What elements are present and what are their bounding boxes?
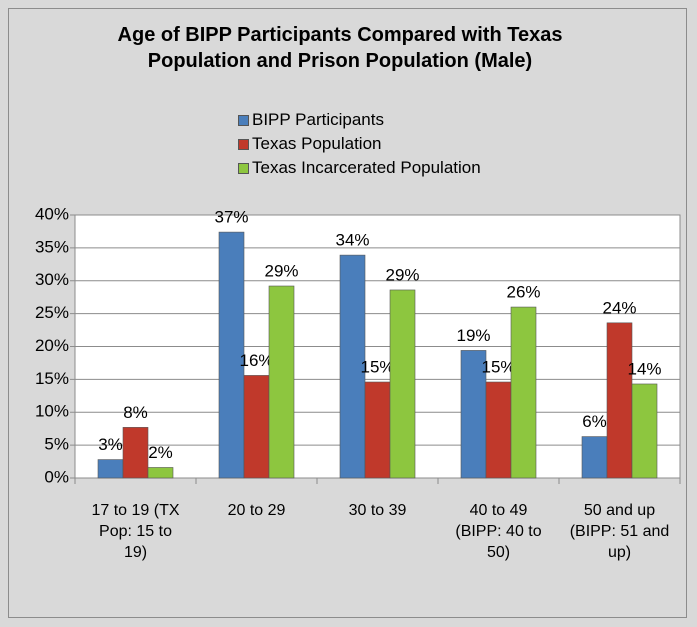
bar (606, 322, 633, 479)
chart-frame (8, 8, 687, 618)
x-tick-label: 20 to 29 (227, 502, 286, 519)
legend-item: BIPP Participants (238, 108, 481, 132)
bar (147, 467, 174, 479)
bar (218, 231, 245, 479)
bar (581, 436, 608, 479)
legend-label: Texas Population (252, 134, 382, 153)
legend: BIPP Participants Texas Population Texas I… (238, 108, 481, 180)
x-tick-label: 17 to 19 (TX Pop: 15 to 19) (91, 502, 180, 561)
bar (268, 285, 295, 479)
data-label: 29% (385, 265, 419, 284)
bar (97, 459, 124, 479)
legend-item: Texas Incarcerated Population (238, 156, 481, 180)
data-label: 2% (148, 443, 173, 462)
data-label: 8% (123, 403, 148, 422)
data-label: 6% (582, 412, 607, 431)
bar (631, 383, 658, 479)
y-tick-label: 30% (35, 270, 69, 289)
data-label: 3% (98, 435, 123, 454)
chart-title: Age of BIPP Participants Compared with T… (117, 24, 563, 72)
y-tick-label: 35% (35, 237, 69, 256)
data-label: 15% (481, 357, 515, 376)
legend-label: Texas Incarcerated Population (252, 158, 481, 177)
bar (460, 350, 487, 479)
data-label: 26% (506, 283, 540, 302)
data-label: 16% (239, 351, 273, 370)
bar (389, 289, 416, 479)
bar (510, 306, 537, 479)
data-label: 37% (214, 208, 248, 227)
bar (243, 375, 270, 479)
x-tick-label: 30 to 39 (348, 502, 407, 519)
x-tick-label: 40 to 49 (BIPP: 40 to 50) (455, 502, 542, 561)
legend-swatch (238, 138, 249, 150)
data-label: 15% (360, 357, 394, 376)
x-tick-label: 50 and up (BIPP: 51 and up) (569, 502, 670, 561)
data-label: 24% (602, 298, 636, 317)
y-tick-label: 15% (35, 369, 69, 388)
y-tick-label: 25% (35, 303, 69, 322)
y-tick-label: 5% (44, 435, 69, 454)
legend-label: BIPP Participants (252, 110, 384, 129)
data-label: 34% (335, 231, 369, 250)
data-label: 14% (627, 359, 661, 378)
bar (339, 254, 366, 479)
bar (122, 427, 149, 479)
y-tick-label: 20% (35, 336, 69, 355)
y-tick-label: 0% (44, 467, 69, 486)
data-label: 29% (264, 261, 298, 280)
bar (364, 381, 391, 479)
y-tick-label: 10% (35, 402, 69, 421)
legend-swatch (238, 162, 249, 174)
y-tick-label: 40% (35, 204, 69, 223)
legend-swatch (238, 114, 249, 126)
data-label: 19% (456, 326, 490, 345)
legend-item: Texas Population (238, 132, 481, 156)
bar (485, 381, 512, 479)
